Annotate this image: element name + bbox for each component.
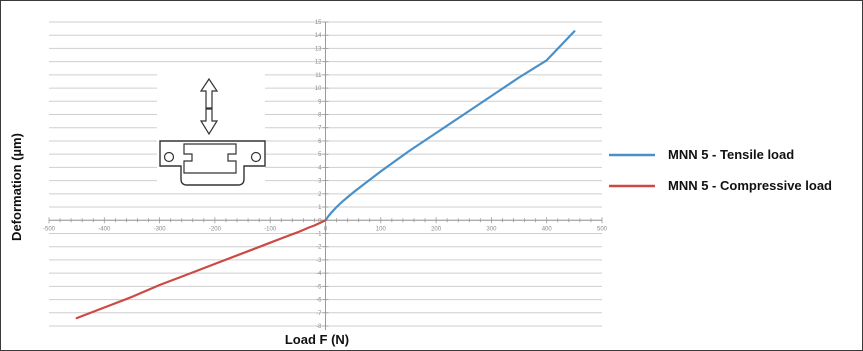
x-tick-label: -300 — [154, 226, 167, 232]
y-tick-label: 0 — [318, 218, 322, 224]
x-tick-label: -400 — [98, 226, 111, 232]
x-tick-label: -200 — [209, 226, 222, 232]
x-tick-label: 100 — [376, 226, 387, 232]
y-tick-label: -7 — [316, 311, 322, 317]
y-tick-label: -2 — [316, 245, 322, 251]
y-tick-label: -6 — [316, 298, 322, 304]
y-tick-label: 9 — [318, 99, 322, 105]
y-tick-label: -8 — [316, 324, 322, 330]
series-line-tensile — [324, 30, 576, 222]
y-tick-label: 13 — [315, 46, 322, 52]
x-tick-label: 0 — [324, 226, 328, 232]
down-arrow-icon — [199, 108, 219, 136]
x-tick-label: 400 — [542, 226, 553, 232]
x-tick-label: 300 — [486, 226, 497, 232]
rail-profile-icon — [183, 143, 237, 174]
y-tick-label: 11 — [315, 73, 322, 79]
y-tick-label: 4 — [318, 165, 322, 171]
series-lines — [75, 30, 576, 320]
y-tick-label: 15 — [315, 20, 322, 26]
y-axis-title: Deformation (µm) — [9, 133, 24, 241]
screw-hole-left-icon — [163, 151, 175, 163]
series-line-compressive — [75, 219, 327, 320]
y-tick-label: -5 — [316, 284, 322, 290]
legend-label-compressive: MNN 5 - Compressive load — [668, 178, 832, 193]
y-tick-label: -4 — [316, 271, 322, 277]
y-tick-label: 3 — [318, 179, 322, 185]
axes — [48, 21, 603, 330]
legend: MNN 5 - Tensile load MNN 5 - Compressive… — [609, 147, 832, 193]
y-tick-label: 2 — [318, 192, 322, 198]
y-tick-label: -3 — [316, 258, 322, 264]
tick-labels: -500 -400 -300 -200 -100 0 100 200 300 400 500-8-7… — [43, 20, 608, 330]
y-tick-label: 10 — [315, 86, 322, 92]
y-tick-label: 6 — [318, 139, 322, 145]
x-tick-label: 200 — [431, 226, 442, 232]
up-arrow-icon — [199, 77, 219, 109]
y-tick-label: 7 — [318, 126, 322, 132]
x-tick-label: -500 — [43, 226, 56, 232]
y-tick-label: 14 — [315, 33, 322, 39]
x-axis-title: Load F (N) — [285, 332, 349, 347]
screw-hole-right-icon — [250, 151, 262, 163]
y-tick-label: 5 — [318, 152, 322, 158]
linear-guide-carriage-icon — [157, 73, 266, 193]
y-tick-label: 8 — [318, 113, 322, 119]
y-tick-label: 12 — [315, 60, 322, 66]
y-tick-label: -1 — [316, 231, 322, 237]
y-tick-label: 1 — [318, 205, 322, 211]
legend-label-tensile: MNN 5 - Tensile load — [668, 147, 794, 162]
x-tick-label: -100 — [264, 226, 277, 232]
x-tick-label: 500 — [597, 226, 608, 232]
